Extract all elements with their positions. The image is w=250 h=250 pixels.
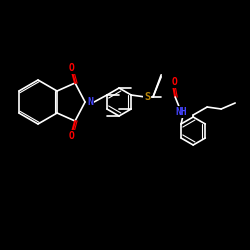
Text: O: O xyxy=(69,63,75,73)
Text: N: N xyxy=(87,97,93,107)
Text: NH: NH xyxy=(175,107,187,117)
Text: O: O xyxy=(69,131,75,141)
Text: S: S xyxy=(144,92,150,102)
Text: O: O xyxy=(171,77,177,87)
